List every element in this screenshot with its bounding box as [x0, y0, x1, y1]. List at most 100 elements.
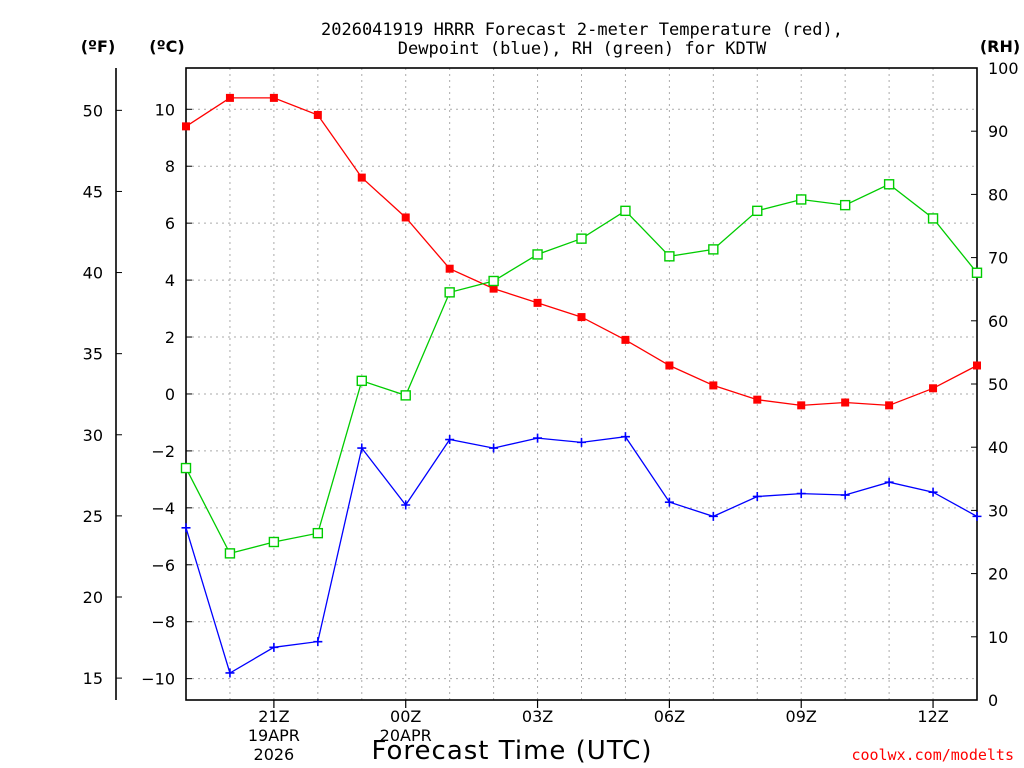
fahrenheit-tick-label: 50	[83, 101, 103, 120]
rh-point	[268, 536, 280, 548]
temperature-point	[313, 110, 322, 119]
dewpoint-point	[708, 511, 718, 521]
rh-tick-label: 70	[988, 249, 1008, 268]
celsius-tick-label: −2	[151, 442, 175, 461]
x-tick-label: 21Z	[258, 707, 289, 726]
rh-point	[752, 205, 763, 217]
rh-tick-label: 10	[988, 628, 1008, 647]
rh-tick-label: 80	[988, 185, 1008, 204]
x-tick-label: 12Z	[917, 707, 948, 726]
rh-unit-label: (RH)	[980, 37, 1020, 56]
rh-tick-label: 90	[988, 122, 1008, 141]
dewpoint-point	[181, 523, 191, 533]
rh-point	[576, 233, 587, 244]
rh-point	[356, 375, 367, 387]
x-tick-label: 06Z	[654, 707, 685, 726]
rh-tick-label: 100	[988, 59, 1019, 78]
fahrenheit-tick-label: 30	[83, 426, 103, 445]
rh-point	[927, 213, 939, 224]
dewpoint-point	[357, 443, 367, 453]
dewpoint-point	[840, 490, 850, 500]
temperature-point	[841, 398, 850, 407]
dewpoint-point	[972, 511, 982, 521]
temperature-line	[185, 97, 978, 407]
dewpoint-point	[225, 668, 235, 678]
temperature-point	[445, 264, 454, 273]
temperature-point	[665, 361, 674, 370]
fahrenheit-unit-label: (ºF)	[81, 37, 116, 56]
axes-layer	[115, 67, 978, 708]
chart-title-line-1: 2026041919 HRRR Forecast 2-meter Tempera…	[321, 20, 843, 40]
rh-tick-label: 50	[988, 375, 1008, 394]
chart-title-line-2: Dewpoint (blue), RH (green) for KDTW	[398, 39, 767, 59]
rh-point	[444, 287, 455, 298]
plot-frame	[185, 67, 978, 701]
temperature-point	[885, 401, 894, 410]
rh-point	[883, 179, 895, 190]
fahrenheit-tick-label: 25	[83, 507, 103, 526]
temperature-point	[401, 213, 410, 222]
rh-tick-label: 40	[988, 438, 1008, 457]
celsius-unit-label: (ºC)	[149, 37, 184, 56]
temperature-point	[269, 93, 278, 102]
dewpoint-point	[489, 443, 499, 453]
temperature-point	[709, 381, 718, 390]
temperature-point	[489, 284, 498, 293]
x-tick-label: 00Z	[390, 707, 421, 726]
celsius-tick-label: −10	[141, 670, 175, 689]
rh-point	[664, 251, 675, 262]
dewpoint-point	[664, 497, 674, 507]
dewpoint-point	[928, 487, 938, 497]
dewpoint-point	[577, 437, 586, 447]
rh-point	[400, 390, 411, 401]
celsius-tick-label: 6	[165, 214, 175, 233]
x-axis-label: Forecast Time (UTC)	[371, 736, 652, 766]
celsius-tick-label: 4	[165, 271, 175, 290]
rh-tick-label: 20	[988, 565, 1008, 584]
dewpoint-point	[269, 642, 279, 652]
fahrenheit-tick-label: 15	[83, 669, 103, 688]
dewpoint-point	[796, 489, 806, 499]
fahrenheit-tick-label: 45	[83, 182, 103, 201]
fahrenheit-tick-label: 35	[83, 345, 103, 364]
dewpoint-point	[884, 477, 894, 487]
celsius-tick-label: 10	[155, 100, 175, 119]
celsius-tick-label: 2	[165, 328, 175, 347]
temperature-point	[357, 173, 366, 182]
rh-point	[839, 199, 851, 211]
rh-point	[180, 462, 192, 474]
rh-point	[488, 275, 499, 287]
celsius-tick-label: −8	[151, 613, 175, 632]
rh-point	[224, 548, 236, 559]
temperature-point	[533, 298, 542, 307]
x-tick-label: 19APR	[248, 726, 300, 745]
fahrenheit-tick-label: 40	[83, 264, 103, 283]
dewpoint-point	[401, 500, 411, 510]
temperature-point	[753, 395, 762, 404]
x-tick-label: 09Z	[786, 707, 817, 726]
rh-point	[708, 244, 719, 255]
dewpoint-point	[620, 432, 630, 442]
temperature-point	[929, 384, 938, 393]
celsius-tick-label: −4	[151, 499, 175, 518]
temperature-point	[225, 93, 234, 102]
credit-text: coolwx.com/modelts	[851, 746, 1014, 764]
rh-tick-label: 30	[988, 501, 1008, 520]
rh-point	[620, 205, 631, 217]
x-tick-label: 2026	[254, 745, 295, 764]
rh-point	[312, 527, 324, 539]
temperature-point	[182, 122, 190, 131]
fahrenheit-tick-label: 20	[83, 588, 103, 607]
dewpoint-point	[533, 433, 543, 443]
celsius-tick-label: −6	[151, 556, 175, 575]
rh-tick-label: 0	[988, 691, 998, 710]
temperature-point	[797, 401, 806, 410]
x-tick-label: 20APR	[380, 726, 432, 745]
dewpoint-point	[445, 435, 455, 445]
dewpoint-point	[313, 637, 323, 647]
x-tick-label: 03Z	[522, 707, 553, 726]
rh-point	[532, 249, 543, 260]
series-layer	[180, 93, 983, 678]
